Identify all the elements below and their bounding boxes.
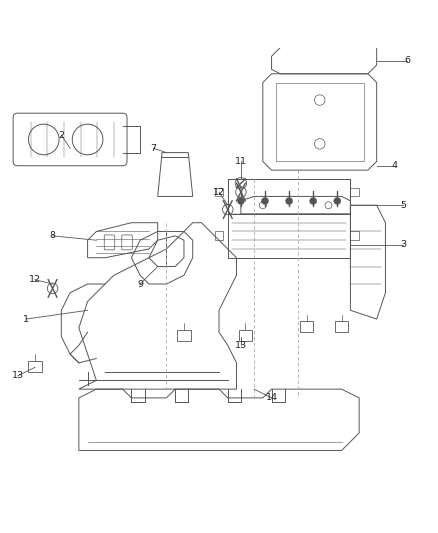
Text: 13: 13 (11, 372, 24, 381)
Text: 1: 1 (23, 314, 29, 324)
Text: 7: 7 (150, 144, 156, 153)
Text: 12: 12 (213, 188, 225, 197)
Bar (350, 188, 359, 197)
Text: 14: 14 (265, 393, 278, 402)
Bar (335, 321, 348, 332)
Circle shape (237, 197, 244, 205)
Circle shape (261, 197, 268, 205)
Text: 2: 2 (58, 131, 64, 140)
Text: 6: 6 (404, 56, 410, 65)
Text: 5: 5 (400, 201, 406, 209)
Bar (228, 179, 350, 258)
Circle shape (310, 197, 317, 205)
Circle shape (286, 197, 293, 205)
Text: 3: 3 (400, 240, 406, 249)
Text: 8: 8 (49, 231, 56, 240)
Text: 4: 4 (391, 161, 397, 170)
Bar (239, 330, 252, 341)
Text: 11: 11 (235, 157, 247, 166)
Bar (28, 361, 42, 372)
Bar (215, 231, 223, 240)
Bar (228, 179, 350, 214)
Bar (276, 83, 364, 161)
Circle shape (334, 197, 341, 205)
Bar (300, 321, 313, 332)
Text: 13: 13 (235, 341, 247, 350)
Text: 9: 9 (137, 279, 143, 288)
Text: 12: 12 (29, 275, 41, 284)
Bar (215, 188, 223, 197)
Bar (177, 330, 191, 341)
Bar (350, 231, 359, 240)
